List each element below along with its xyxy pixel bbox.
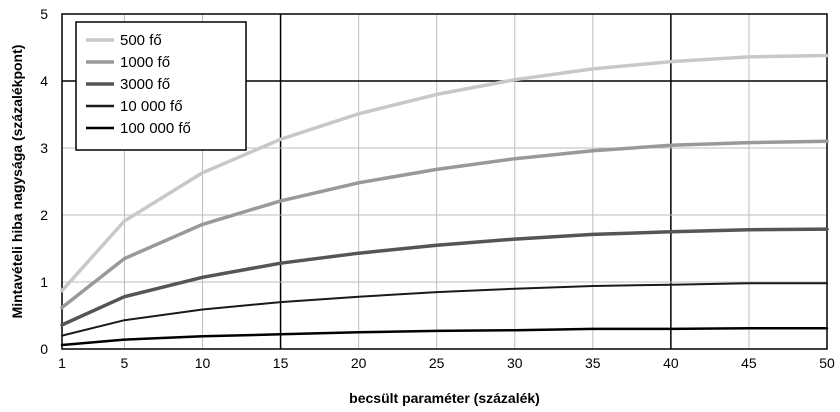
y-tick-label: 1: [40, 274, 48, 290]
x-axis-title: becsült paraméter (százalék): [349, 390, 540, 406]
x-tick-label: 25: [429, 355, 445, 371]
y-axis-ticks: 0 1 2 3 4 5: [40, 6, 48, 357]
series-line-3: [60, 227, 829, 327]
y-axis-title: Mintavételi hiba nagysága (százalékpont): [9, 45, 25, 319]
x-tick-label: 30: [507, 355, 523, 371]
y-tick-label: 0: [40, 341, 48, 357]
x-tick-label: 50: [819, 355, 835, 371]
x-tick-label: 45: [741, 355, 757, 371]
plot-area-border: [61, 13, 828, 350]
series-line-2: [60, 139, 829, 310]
y-tick-label: 2: [40, 207, 48, 223]
series-line-4: [61, 282, 828, 337]
x-axis-ticks: 1 5 10 15 20 25 30 35 40 45 50: [58, 355, 835, 371]
y-tick-label: 5: [40, 6, 48, 22]
series-line-1: [60, 53, 829, 293]
x-tick-label: 1: [58, 355, 66, 371]
series-line-5: [60, 326, 829, 347]
x-tick-label: 15: [273, 355, 289, 371]
x-tick-label: 35: [585, 355, 601, 371]
x-tick-label: 5: [121, 355, 129, 371]
legend-label: 1000 fő: [120, 54, 170, 71]
legend: 500 fő 1000 fő 3000 fő 10 000 fő 100 000 fő: [75, 21, 247, 151]
x-tick-label: 40: [663, 355, 679, 371]
legend-label: 500 fő: [120, 32, 162, 49]
x-tick-label: 20: [351, 355, 367, 371]
y-tick-label: 4: [40, 73, 48, 89]
series-layer: [60, 53, 829, 347]
legend-label: 100 000 fő: [120, 120, 191, 137]
legend-label: 3000 fő: [120, 76, 170, 93]
y-tick-label: 3: [40, 140, 48, 156]
legend-label: 10 000 fő: [120, 98, 183, 115]
x-tick-label: 10: [195, 355, 211, 371]
